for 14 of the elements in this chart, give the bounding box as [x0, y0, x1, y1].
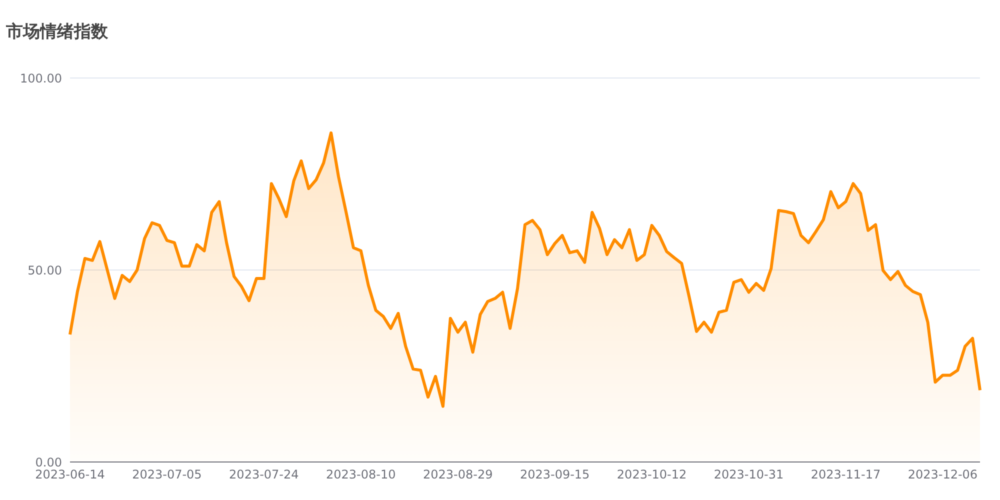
x-tick-label: 2023-10-31	[714, 468, 784, 482]
x-tick-label: 2023-12-06	[908, 468, 978, 482]
chart-title: 市场情绪指数	[6, 21, 108, 43]
y-tick-label: 100.00	[20, 71, 62, 86]
x-tick-label: 2023-10-12	[616, 468, 687, 482]
x-tick-label: 2023-11-17	[810, 468, 881, 482]
x-tick-label: 2023-07-24	[229, 468, 299, 482]
x-tick-label: 2023-09-15	[520, 468, 590, 482]
x-tick-label: 2023-06-14	[35, 468, 105, 482]
x-tick-label: 2023-08-29	[422, 468, 493, 482]
x-tick-label: 2023-07-05	[132, 468, 202, 482]
x-tick-label: 2023-08-10	[326, 468, 396, 482]
y-tick-label: 50.00	[28, 263, 62, 278]
y-tick-label: 0.00	[35, 455, 62, 470]
